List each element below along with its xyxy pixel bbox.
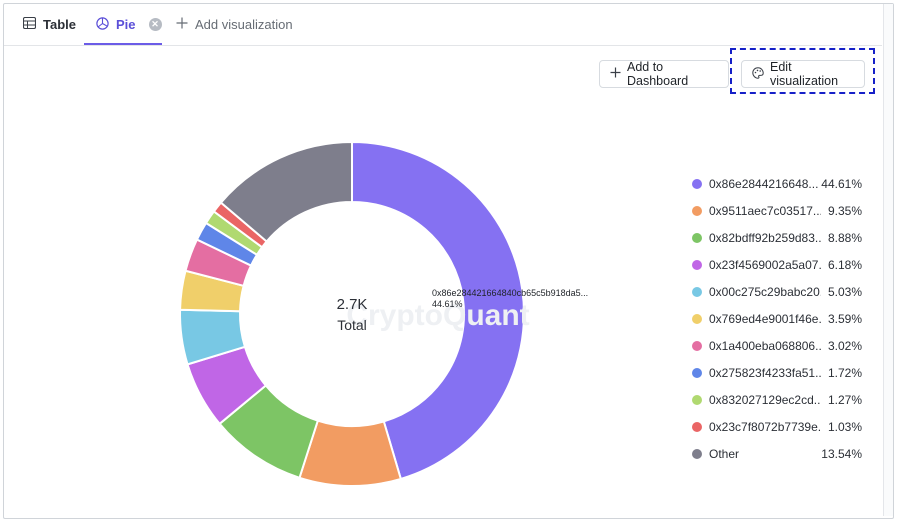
plus-icon bbox=[176, 17, 188, 32]
center-value: 2.7K bbox=[337, 296, 368, 313]
legend-label: 0x769ed4e9001f46e... bbox=[709, 311, 821, 326]
legend-label: 0x275823f4233fa51... bbox=[709, 365, 821, 380]
legend-swatch bbox=[692, 178, 702, 189]
add-to-dashboard-button[interactable]: Add to Dashboard bbox=[599, 60, 729, 88]
legend-percent: 3.02% bbox=[827, 338, 862, 353]
legend-item[interactable]: 0x00c275c29babc20... 5.03% bbox=[692, 278, 862, 305]
close-tab-icon[interactable]: ✕ bbox=[148, 18, 162, 31]
palette-icon bbox=[752, 66, 764, 82]
legend-item[interactable]: 0x23c7f8072b7739e... 1.03% bbox=[692, 413, 862, 440]
tab-pie-label: Pie bbox=[116, 17, 136, 32]
legend-percent: 6.18% bbox=[827, 257, 862, 272]
hover-tooltip-value: 44.61% bbox=[432, 299, 463, 309]
pie-chart-icon bbox=[96, 16, 109, 33]
add-visualization-label: Add visualization bbox=[195, 17, 293, 32]
legend-swatch bbox=[692, 394, 702, 405]
legend-item[interactable]: 0x82bdff92b259d83... 8.88% bbox=[692, 224, 862, 251]
legend-percent: 5.03% bbox=[827, 284, 862, 299]
legend-item[interactable]: Other 13.54% bbox=[692, 440, 862, 467]
legend-swatch bbox=[692, 448, 702, 459]
vertical-scrollbar[interactable] bbox=[883, 4, 893, 516]
edit-visualization-button[interactable]: Edit visualization bbox=[741, 60, 865, 88]
legend-item[interactable]: 0x86e2844216648... 44.61% bbox=[692, 170, 862, 197]
legend-swatch bbox=[692, 313, 702, 324]
legend-label: 0x86e2844216648... bbox=[709, 176, 819, 191]
legend-label: 0x82bdff92b259d83... bbox=[709, 230, 821, 245]
legend-swatch bbox=[692, 205, 702, 216]
visualization-tab-bar: Table Pie ✕ Add visualization bbox=[4, 4, 882, 46]
legend-swatch bbox=[692, 259, 702, 270]
legend-item[interactable]: 0x23f4569002a5a07... 6.18% bbox=[692, 251, 862, 278]
tab-pie[interactable]: Pie ✕ bbox=[96, 4, 162, 45]
legend-percent: 1.72% bbox=[827, 365, 862, 380]
edit-visualization-label: Edit visualization bbox=[770, 60, 839, 88]
legend-swatch bbox=[692, 232, 702, 243]
legend-label: 0x23f4569002a5a07... bbox=[709, 257, 821, 272]
active-tab-indicator bbox=[84, 43, 162, 45]
legend-item[interactable]: 0x1a400eba068806... 3.02% bbox=[692, 332, 862, 359]
hover-tooltip-label: 0x86e284421664840cb65c5b918da5... bbox=[432, 288, 588, 298]
legend-label: 0x00c275c29babc20... bbox=[709, 284, 821, 299]
legend-swatch bbox=[692, 340, 702, 351]
center-label: Total bbox=[337, 317, 367, 333]
chart-legend: 0x86e2844216648... 44.61% 0x9511aec7c03517… bbox=[692, 170, 862, 467]
add-visualization-tab[interactable]: Add visualization bbox=[176, 4, 293, 45]
plus-icon bbox=[610, 67, 621, 81]
legend-label: 0x9511aec7c03517... bbox=[709, 203, 821, 218]
legend-swatch bbox=[692, 367, 702, 378]
legend-item[interactable]: 0x769ed4e9001f46e... 3.59% bbox=[692, 305, 862, 332]
legend-percent: 8.88% bbox=[827, 230, 862, 245]
watermark-text: CryptoQuant bbox=[346, 299, 529, 332]
add-to-dashboard-label: Add to Dashboard bbox=[627, 60, 689, 88]
legend-percent: 1.03% bbox=[827, 419, 862, 434]
legend-swatch bbox=[692, 286, 702, 297]
tab-table[interactable]: Table bbox=[22, 4, 76, 45]
legend-percent: 1.27% bbox=[827, 392, 862, 407]
tab-table-label: Table bbox=[43, 17, 76, 32]
legend-percent: 13.54% bbox=[821, 446, 862, 461]
legend-label: 0x832027129ec2cd... bbox=[709, 392, 821, 407]
legend-label: 0x1a400eba068806... bbox=[709, 338, 821, 353]
table-icon bbox=[22, 16, 37, 32]
legend-percent: 44.61% bbox=[821, 176, 862, 191]
legend-swatch bbox=[692, 421, 702, 432]
legend-percent: 9.35% bbox=[827, 203, 862, 218]
legend-percent: 3.59% bbox=[827, 311, 862, 326]
legend-item[interactable]: 0x275823f4233fa51... 1.72% bbox=[692, 359, 862, 386]
pie-slice[interactable] bbox=[219, 140, 353, 243]
legend-label: Other bbox=[709, 446, 740, 461]
legend-item[interactable]: 0x9511aec7c03517... 9.35% bbox=[692, 197, 862, 224]
legend-label: 0x23c7f8072b7739e... bbox=[709, 419, 821, 434]
legend-item[interactable]: 0x832027129ec2cd... 1.27% bbox=[692, 386, 862, 413]
pie-slice[interactable] bbox=[351, 140, 525, 481]
